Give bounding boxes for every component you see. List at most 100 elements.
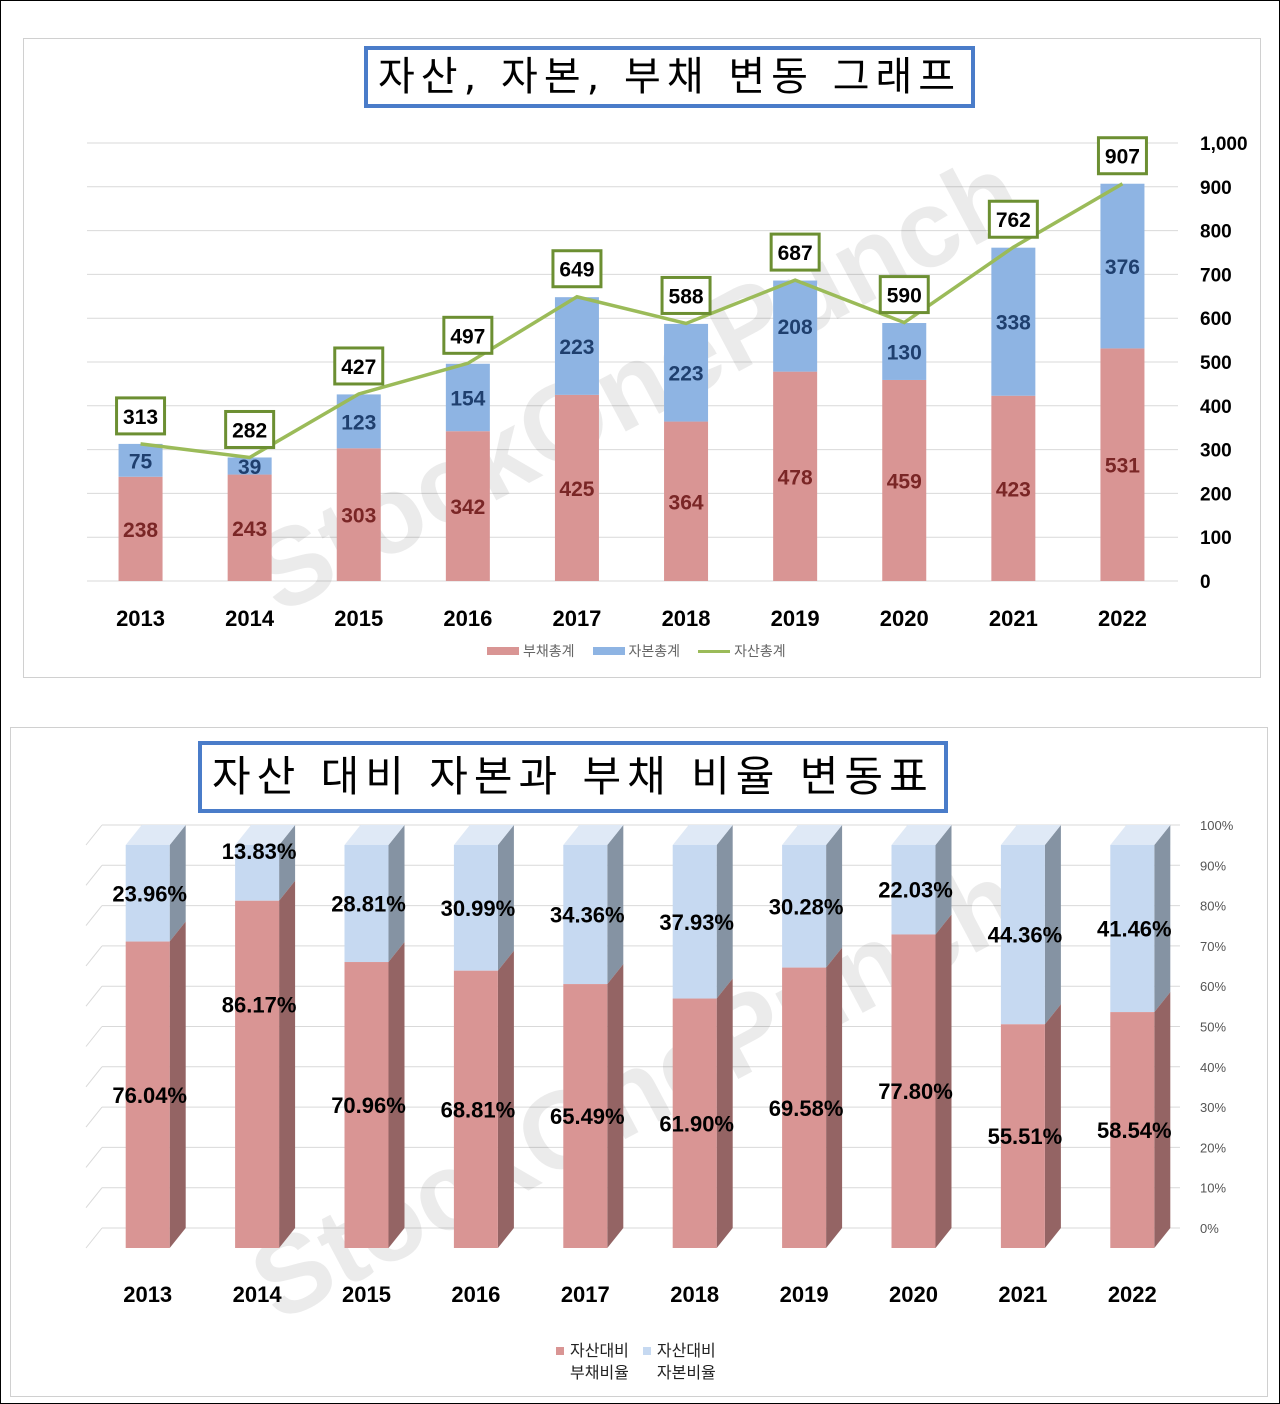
bar-debt: [554, 394, 599, 581]
bar-equity: [235, 845, 280, 901]
data-label-equity-ratio: 41.46%: [1097, 917, 1172, 942]
data-label-equity: 39: [238, 456, 261, 479]
bar-debt: [991, 395, 1036, 581]
y-tick-label: 800: [1200, 222, 1232, 243]
bar-equity: [1000, 845, 1045, 1025]
data-label-equity-ratio: 44.36%: [988, 923, 1063, 948]
gridline-side: [85, 1227, 103, 1249]
bar-equity-side: [1044, 825, 1061, 1025]
bar-debt: [445, 431, 490, 581]
bar-equity-top: [782, 825, 843, 845]
bar-equity-top: [453, 825, 514, 845]
total-label-box: [987, 199, 1039, 239]
data-label-debt: 238: [123, 519, 158, 542]
legend-item-equity: 자본총계: [592, 641, 680, 661]
bar-equity-side: [826, 825, 843, 968]
x-tick-label: 2019: [780, 1282, 829, 1307]
bar-equity-side: [607, 825, 624, 985]
legend-swatch-debt-ratio: [556, 1347, 564, 1355]
data-label-equity: 154: [450, 387, 485, 410]
data-label-debt-ratio: 55.51%: [988, 1124, 1063, 1149]
bar-equity-top: [1110, 825, 1171, 845]
bar-equity: [891, 845, 936, 935]
bar-equity: [991, 247, 1036, 396]
data-label-equity-ratio: 28.81%: [331, 892, 406, 917]
data-label-equity-ratio: 23.96%: [112, 881, 187, 906]
bar-equity: [1110, 845, 1155, 1013]
y-tick-label: 90%: [1200, 858, 1226, 873]
chart2-title: 자산 대비 자본과 부채 비율 변동표: [198, 741, 948, 813]
y-tick-label: 200: [1200, 484, 1232, 505]
chart1-title: 자산, 자본, 부채 변동 그래프: [364, 46, 976, 108]
y-tick-label: 100: [1200, 528, 1232, 549]
total-label-box: [769, 232, 821, 272]
bar-debt: [672, 998, 717, 1248]
bar-equity: [453, 845, 498, 971]
bar-equity: [664, 323, 709, 422]
legend-item-debt-ratio: 자산대비 부채비율: [556, 1340, 629, 1384]
data-label-debt-ratio: 86.17%: [222, 992, 297, 1017]
bar-debt: [782, 967, 827, 1248]
legend-swatch-equity: [592, 647, 625, 655]
bar-equity: [445, 363, 490, 432]
bar-debt-side: [826, 947, 843, 1248]
gridline-side: [85, 985, 103, 1007]
bar-debt-side: [607, 964, 624, 1248]
bar-debt: [563, 984, 608, 1248]
bar-debt: [891, 934, 936, 1248]
data-label-debt: 364: [669, 491, 704, 514]
data-label-equity-ratio: 22.03%: [878, 878, 953, 903]
bar-equity: [782, 845, 827, 968]
data-label-equity-ratio: 37.93%: [659, 910, 734, 935]
bar-debt-side: [497, 950, 514, 1248]
bar-debt: [344, 962, 389, 1248]
bar-debt: [1000, 1024, 1045, 1248]
legend-swatch-debt: [487, 647, 519, 655]
bar-equity-top: [235, 825, 296, 845]
x-tick-label: 2013: [123, 1282, 172, 1307]
bar-equity: [773, 280, 818, 372]
gridline-side: [85, 1026, 103, 1047]
x-tick-label: 2022: [1098, 606, 1147, 631]
bar-equity-side: [497, 825, 514, 971]
y-tick-label: 20%: [1200, 1140, 1226, 1155]
total-label-box: [115, 396, 167, 436]
y-tick-label: 80%: [1200, 899, 1226, 914]
y-tick-label: 1,000: [1200, 134, 1248, 155]
total-label-box: [333, 346, 385, 386]
gridline-side: [85, 824, 103, 846]
bar-debt-side: [388, 942, 405, 1248]
bar-equity: [227, 457, 272, 475]
data-label-debt: 531: [1105, 455, 1140, 478]
bar-equity-side: [388, 825, 405, 963]
bar-equity: [344, 845, 389, 963]
bar-equity-top: [563, 825, 624, 845]
bar-debt: [118, 476, 163, 581]
bar-equity: [554, 297, 599, 395]
y-tick-label: 0%: [1200, 1221, 1219, 1236]
y-tick-label: 0: [1200, 572, 1211, 593]
bar-debt-side: [1044, 1004, 1061, 1248]
legend-swatch-equity-ratio: [642, 1347, 651, 1355]
bar-equity-top: [672, 825, 733, 845]
gridline-side: [85, 1187, 103, 1209]
bar-equity-side: [1154, 825, 1171, 1013]
data-label-equity: 223: [559, 336, 594, 359]
y-tick-label: 40%: [1200, 1060, 1226, 1075]
legend-item-assets: 자산총계: [698, 641, 786, 661]
y-tick-label: 500: [1200, 353, 1232, 374]
y-tick-label: 60%: [1200, 979, 1226, 994]
bar-equity-top: [891, 825, 952, 845]
x-tick-label: 2020: [889, 1282, 938, 1307]
data-label-debt: 425: [559, 478, 594, 501]
data-label-debt-ratio: 61.90%: [659, 1111, 734, 1136]
y-tick-label: 50%: [1200, 1020, 1226, 1035]
data-label-equity: 130: [887, 341, 922, 364]
data-label-debt-ratio: 77.80%: [878, 1079, 953, 1104]
x-tick-label: 2016: [443, 606, 492, 631]
y-tick-label: 600: [1200, 309, 1232, 330]
bar-equity-side: [716, 825, 733, 999]
data-label-total: 590: [887, 285, 922, 308]
x-tick-label: 2018: [670, 1282, 719, 1307]
x-tick-label: 2014: [233, 1282, 283, 1307]
